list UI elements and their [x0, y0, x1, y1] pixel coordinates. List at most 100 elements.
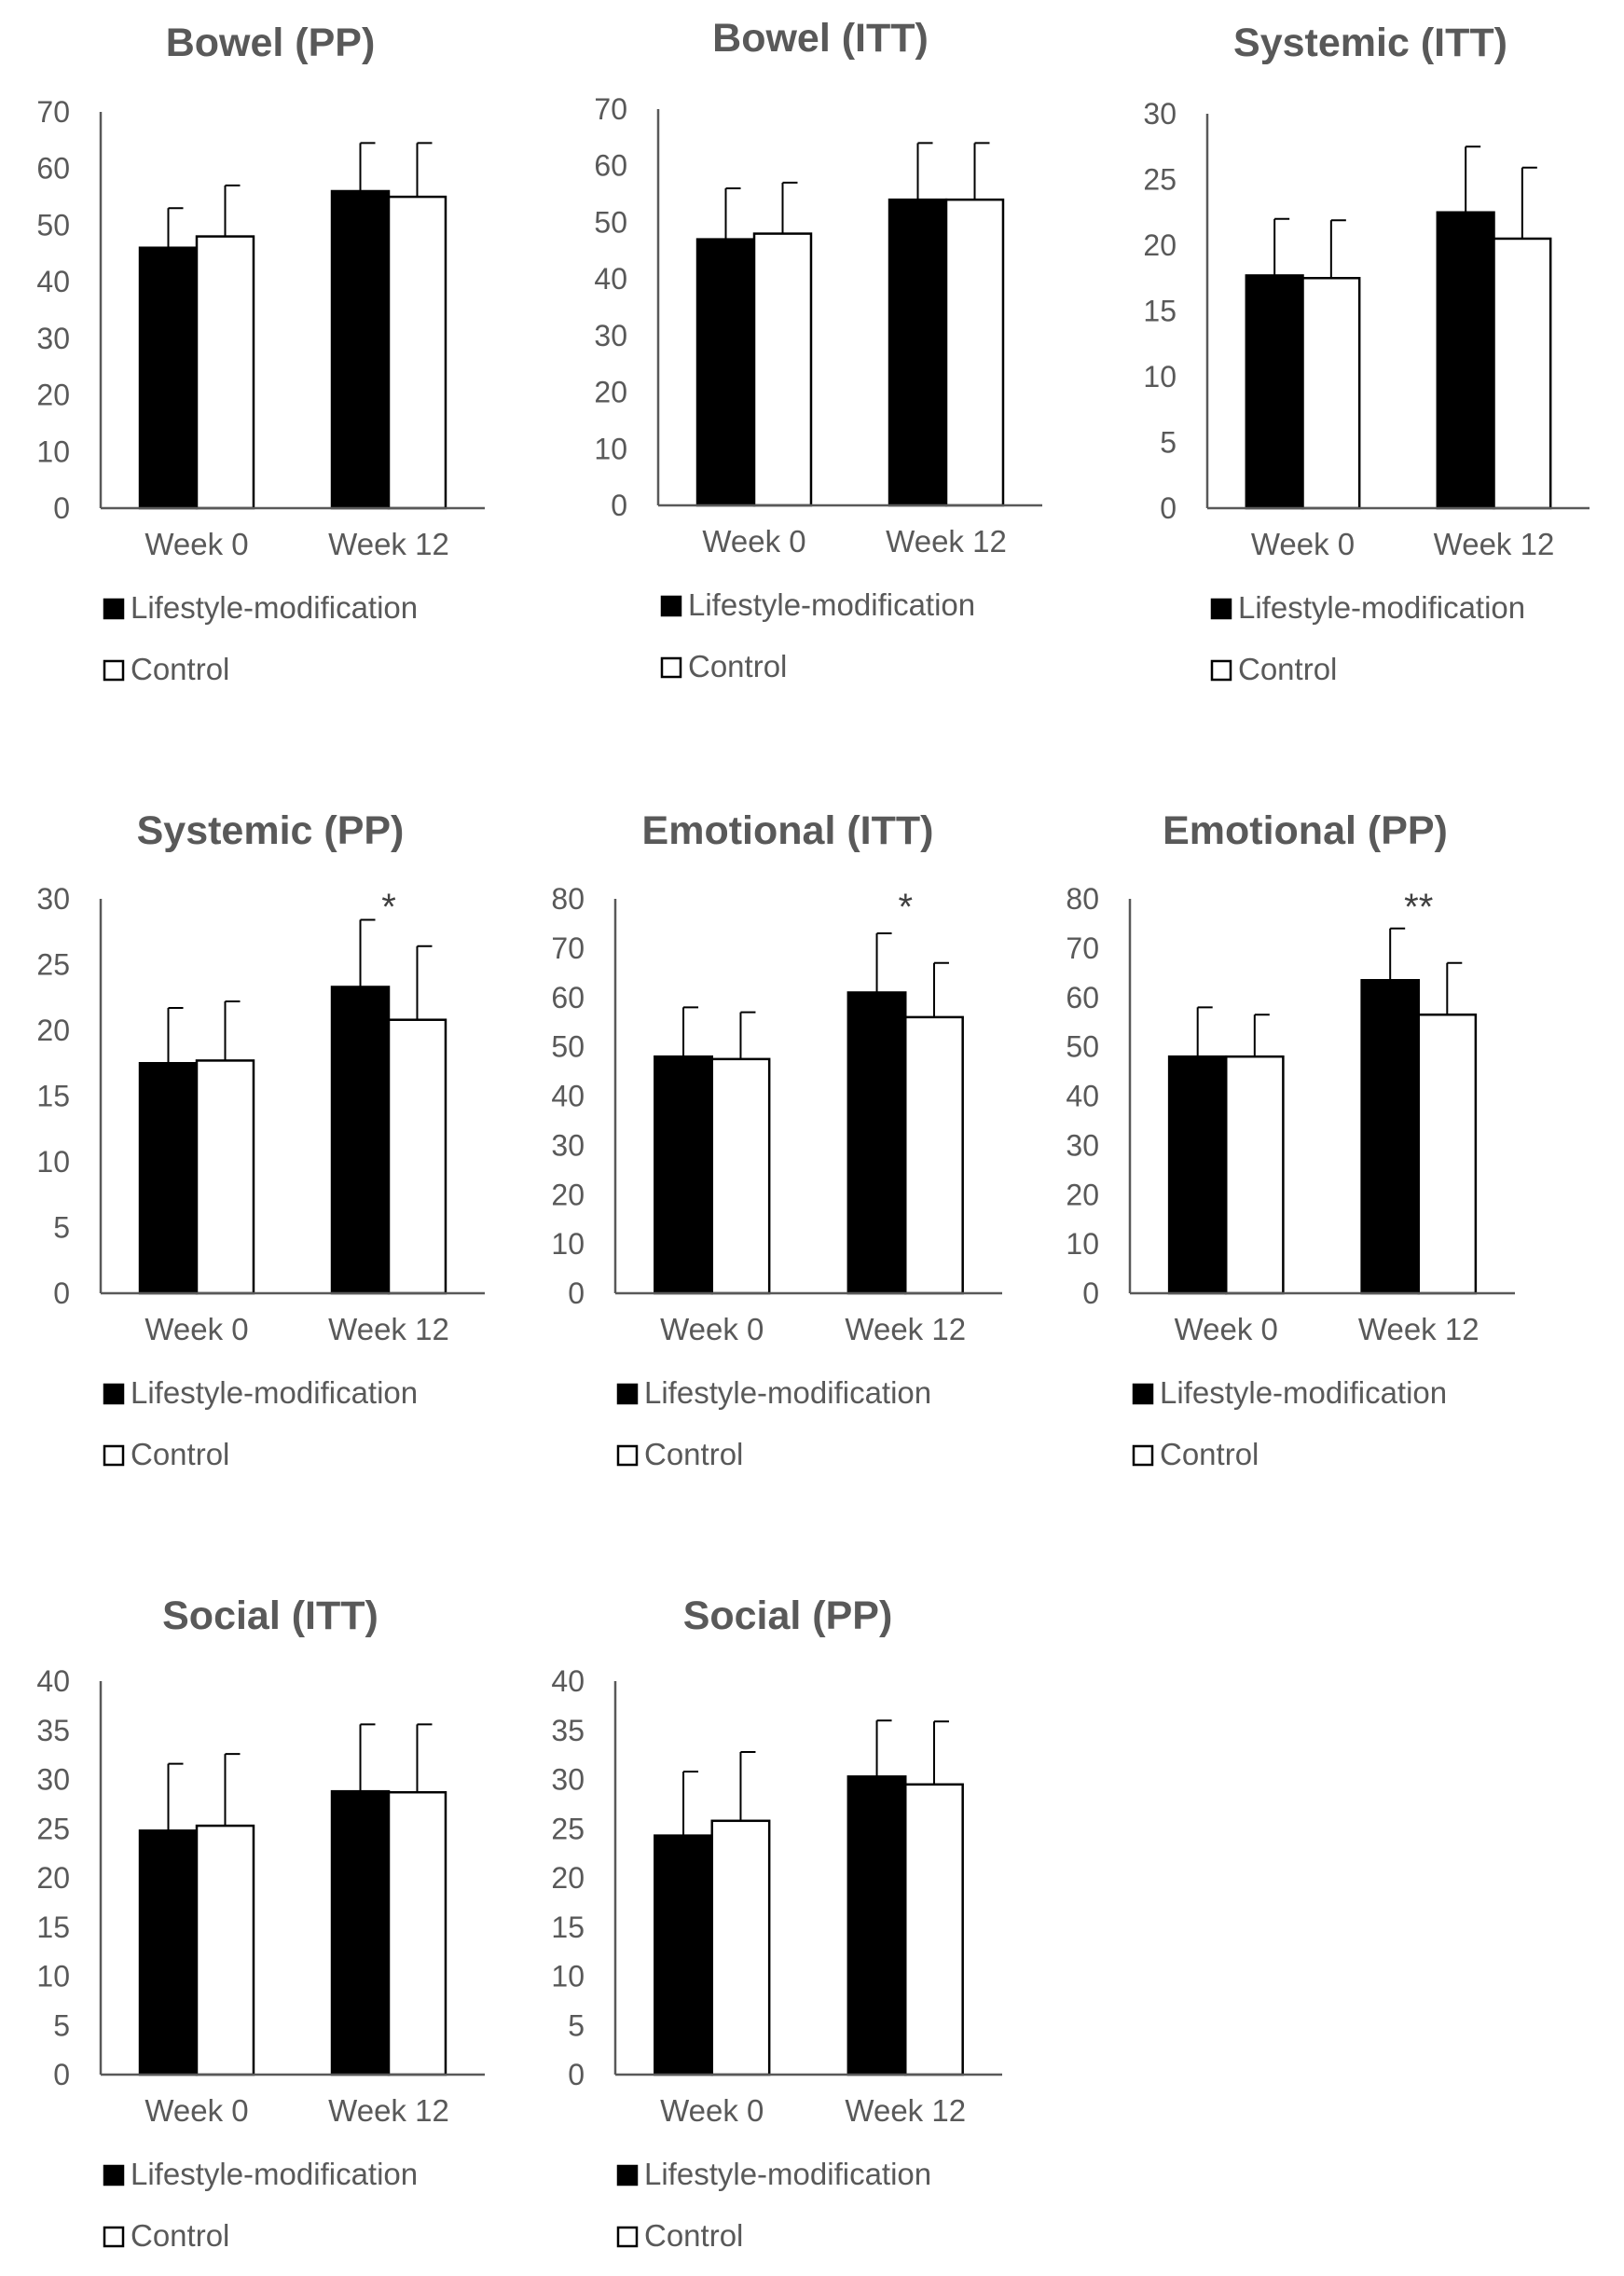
bar-lifestyle-week12: [846, 1775, 907, 2076]
bar-lifestyle-week0: [138, 1829, 199, 2076]
x-tick-label: Week 0: [145, 1312, 248, 1346]
bar-control-week12: [904, 1783, 964, 2076]
chart-panel-2: Bowel (ITT) 0 10 20 30 40 50 60 70 Week 0 Week 12 L…: [594, 16, 1042, 683]
y-tick-label: 80: [551, 882, 585, 916]
y-tick-label: 10: [36, 1145, 70, 1179]
legend-swatch-lifestyle: [616, 2164, 639, 2186]
chart-title: Bowel (PP): [166, 21, 376, 65]
chart-title: Social (PP): [683, 1593, 893, 1638]
y-tick-label: 50: [551, 1030, 585, 1064]
y-tick-label: 5: [568, 2008, 585, 2042]
bar-control-week0: [752, 232, 813, 507]
y-tick-label: 20: [594, 376, 627, 409]
y-tick-label: 20: [551, 1861, 585, 1895]
y-tick-label: 50: [36, 208, 70, 241]
y-tick-label: 20: [36, 1861, 70, 1895]
y-tick-label: 20: [1066, 1178, 1099, 1211]
legend-swatch-control: [103, 659, 125, 682]
bar-control-week0: [195, 235, 255, 510]
y-tick-label: 35: [551, 1714, 585, 1747]
y-tick-label: 0: [568, 1276, 585, 1310]
y-tick-label: 40: [551, 1664, 585, 1698]
chart-panel-1: Bowel (PP) 0 10 20 30 40 50 60 70 Week 0 Week 12 Li…: [36, 21, 485, 686]
y-tick-label: 25: [551, 1812, 585, 1845]
bar-control-week0: [195, 1059, 255, 1295]
significance-marker: *: [381, 887, 396, 928]
x-tick-label: Week 12: [845, 1312, 966, 1346]
legend-swatch-control: [1132, 1444, 1154, 1467]
y-tick-label: 30: [551, 1128, 585, 1162]
y-tick-label: 20: [551, 1178, 585, 1211]
bar-lifestyle-week0: [1245, 274, 1304, 510]
legend-swatch-lifestyle: [1132, 1383, 1154, 1405]
chart-panel-5: Emotional (ITT) 0 10 20 30 40 50 60 70 80 Week 0 We…: [551, 808, 1002, 1471]
y-tick-label: 60: [551, 981, 585, 1014]
x-tick-label: Week 12: [845, 2093, 966, 2128]
y-tick-label: 10: [36, 1960, 70, 1993]
bar-lifestyle-week12: [1436, 211, 1495, 510]
y-tick-label: 25: [36, 948, 70, 982]
y-tick-label: 40: [551, 1080, 585, 1113]
bar-control-week12: [944, 198, 1005, 507]
bar-lifestyle-week12: [1360, 978, 1420, 1295]
bar-lifestyle-week12: [330, 189, 391, 510]
legend-label: Lifestyle-modification: [131, 2157, 418, 2191]
y-tick-label: 30: [551, 1763, 585, 1797]
y-tick-label: 10: [551, 1960, 585, 1993]
chart-title: Social (ITT): [162, 1593, 378, 1638]
x-tick-label: Week 12: [1358, 1312, 1479, 1346]
y-tick-label: 60: [1066, 981, 1099, 1014]
y-tick-label: 25: [1143, 163, 1177, 197]
y-tick-label: 0: [1160, 491, 1177, 525]
legend-label: Control: [644, 2218, 743, 2253]
y-tick-label: 50: [594, 205, 627, 239]
bar-lifestyle-week0: [138, 1062, 199, 1295]
legend-swatch-lifestyle: [103, 1383, 125, 1405]
y-tick-label: 0: [53, 2058, 70, 2091]
bar-lifestyle-week0: [138, 246, 199, 510]
legend-label: Control: [688, 649, 787, 683]
chart-panel-7: Social (ITT) 0 5 10 15 20 25 30 35 40 Week 0 Week 1…: [36, 1593, 485, 2253]
y-tick-label: 70: [36, 95, 70, 129]
y-tick-label: 0: [611, 489, 627, 522]
y-tick-label: 5: [53, 2008, 70, 2042]
y-tick-label: 30: [36, 322, 70, 355]
chart-title: Emotional (ITT): [642, 808, 934, 853]
y-tick-label: 30: [36, 1763, 70, 1797]
legend-swatch-control: [660, 656, 682, 679]
significance-marker: *: [898, 887, 913, 928]
legend-label: Control: [131, 652, 229, 686]
legend-label: Lifestyle-modification: [1238, 590, 1525, 625]
y-tick-label: 15: [36, 1910, 70, 1944]
x-tick-label: Week 12: [328, 1312, 449, 1346]
x-tick-label: Week 0: [1251, 527, 1355, 561]
legend-label: Lifestyle-modification: [644, 1375, 931, 1410]
y-tick-label: 40: [1066, 1080, 1099, 1113]
x-tick-label: Week 12: [328, 2093, 449, 2128]
y-tick-label: 40: [594, 262, 627, 296]
y-tick-label: 80: [1066, 882, 1099, 916]
legend-swatch-lifestyle: [1210, 598, 1232, 620]
y-tick-label: 70: [594, 92, 627, 126]
y-tick-label: 5: [53, 1211, 70, 1245]
y-tick-label: 10: [1143, 360, 1177, 393]
y-tick-label: 35: [36, 1714, 70, 1747]
bar-lifestyle-week0: [1167, 1055, 1228, 1295]
y-tick-label: 5: [1160, 426, 1177, 460]
x-tick-label: Week 12: [328, 527, 449, 561]
chart-panel-6: Emotional (PP) 0 10 20 30 40 50 60 70 80 Week 0 Wee…: [1066, 808, 1515, 1471]
y-tick-label: 0: [568, 2058, 585, 2091]
bar-control-week0: [1225, 1055, 1285, 1295]
x-tick-label: Week 0: [702, 524, 805, 559]
x-tick-label: Week 0: [1175, 1312, 1278, 1346]
bar-control-week12: [387, 195, 447, 510]
y-tick-label: 40: [36, 265, 70, 298]
y-tick-label: 0: [1082, 1276, 1099, 1310]
bar-lifestyle-week0: [654, 1055, 714, 1295]
y-tick-label: 30: [36, 882, 70, 916]
legend-label: Control: [1160, 1437, 1259, 1471]
legend-swatch-control: [103, 2226, 125, 2248]
legend-label: Control: [644, 1437, 743, 1471]
chart-panel-8: Social (PP) 0 5 10 15 20 25 30 35 40 Week 0 Week 12…: [551, 1593, 1002, 2253]
